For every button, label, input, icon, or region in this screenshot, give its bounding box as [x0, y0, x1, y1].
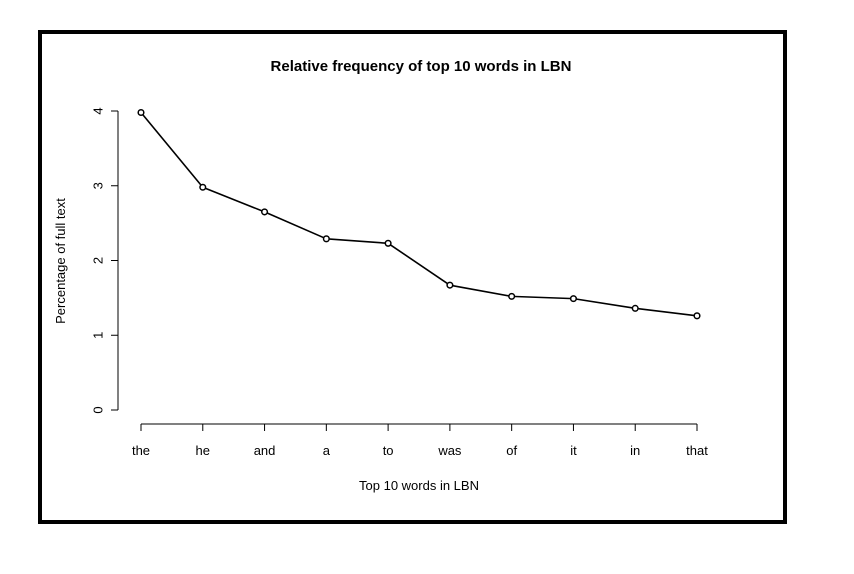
line-segment	[140, 111, 204, 188]
data-point-he	[199, 183, 207, 191]
x-tick-label: and	[254, 443, 276, 458]
chart-title: Relative frequency of top 10 words in LB…	[271, 58, 572, 75]
x-tick-label: was	[437, 443, 462, 458]
line-segment	[511, 295, 574, 300]
chart-frame	[38, 30, 787, 524]
line-segment	[635, 307, 698, 317]
line-segment	[202, 186, 265, 213]
data-point-of	[508, 292, 516, 300]
data-point-the	[137, 108, 145, 117]
x-tick-label: to	[383, 443, 394, 458]
y-tick-label: 1	[91, 332, 106, 339]
x-axis: the he and a to was of it in that	[132, 423, 708, 458]
data-point-and	[261, 208, 269, 216]
line-segment	[326, 238, 389, 245]
x-axis-label: Top 10 words in LBN	[359, 478, 479, 493]
data-point-in	[631, 304, 639, 312]
data-point-a	[322, 235, 330, 243]
line-segment	[264, 211, 327, 240]
x-tick-label: a	[323, 443, 331, 458]
y-axis: 0 1 2 3 4	[91, 107, 119, 414]
data-point-to	[384, 239, 392, 247]
x-tick-label: the	[132, 443, 150, 458]
line-segment	[449, 284, 512, 298]
data-point-was	[446, 281, 454, 289]
x-tick-label: of	[506, 443, 517, 458]
line-segment	[573, 297, 636, 310]
data-point-that	[693, 312, 701, 320]
y-tick-label: 3	[91, 182, 106, 189]
series-line	[140, 111, 698, 317]
x-tick-label: it	[570, 443, 577, 458]
x-tick-label: in	[630, 443, 640, 458]
y-tick-label: 0	[91, 406, 106, 413]
x-tick-label: he	[196, 443, 210, 458]
data-point-it	[569, 295, 577, 303]
y-tick-label: 4	[91, 107, 106, 114]
line-segment	[387, 242, 451, 286]
series-points	[137, 108, 701, 320]
y-axis-label: Percentage of full text	[53, 198, 68, 324]
y-tick-label: 2	[91, 257, 106, 264]
x-tick-label: that	[686, 443, 708, 458]
